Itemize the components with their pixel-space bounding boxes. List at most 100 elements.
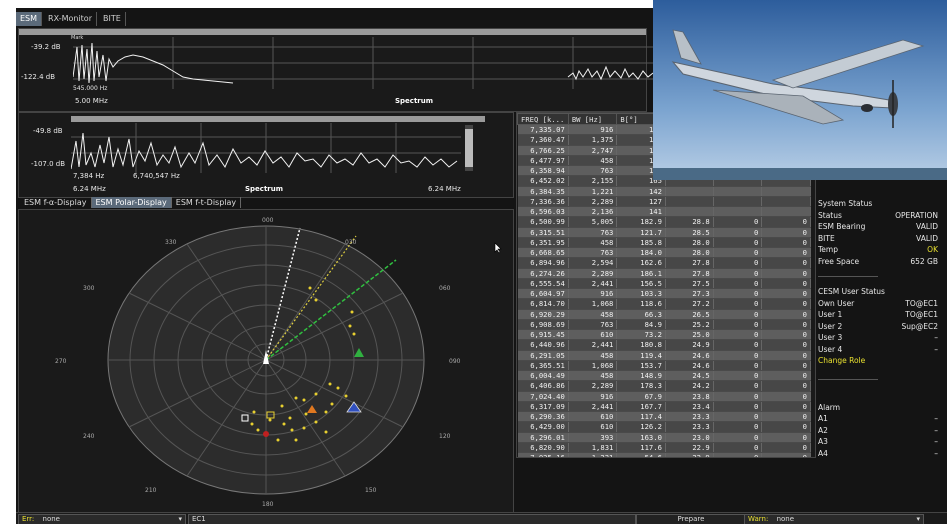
svg-text:090: 090 bbox=[449, 358, 461, 365]
tab-bite[interactable]: BITE bbox=[99, 12, 126, 26]
table-row[interactable]: 6,920.29 458 66.3 26.5 0 0 bbox=[517, 309, 811, 320]
table-row[interactable]: 6,915.45 610 73.2 25.0 0 0 bbox=[517, 329, 811, 341]
table-cell: 458 bbox=[568, 309, 618, 320]
table-cell: 0 bbox=[761, 360, 811, 372]
display-tabs: ESM f-α-Display ESM Polar-Display ESM f-… bbox=[20, 197, 242, 208]
col-header-bw[interactable]: BW [Hz] bbox=[567, 113, 618, 125]
prepare-button[interactable]: Prepare bbox=[636, 514, 746, 524]
user-status-label: User 4 bbox=[818, 344, 843, 354]
table-row[interactable]: 6,429.00 610 126.2 23.3 0 0 bbox=[517, 421, 811, 433]
warning-combo[interactable]: Warn: none ▾ bbox=[744, 514, 924, 524]
table-cell: 163.0 bbox=[616, 432, 666, 443]
spectrum-1-toolbar[interactable] bbox=[19, 29, 646, 35]
alarm-label: A1 bbox=[818, 414, 828, 423]
spectrum-2-toolbar[interactable] bbox=[71, 116, 485, 122]
uav-aircraft bbox=[671, 29, 925, 128]
table-row[interactable]: 6,290.36 610 117.4 23.3 0 0 bbox=[517, 411, 811, 423]
table-row[interactable]: 7,024.40 916 67.9 23.8 0 0 bbox=[517, 391, 811, 402]
table-row[interactable]: 6,814.70 1,068 118.6 27.2 0 0 bbox=[517, 298, 811, 310]
spectrum-2-plot[interactable] bbox=[71, 123, 461, 173]
table-cell: 0 bbox=[713, 257, 763, 269]
svg-text:030: 030 bbox=[345, 239, 357, 246]
table-row[interactable]: 6,315.51 763 121.7 28.5 0 0 bbox=[517, 227, 811, 238]
table-row[interactable]: 6,291.05 458 119.4 24.6 0 0 bbox=[517, 350, 811, 361]
table-cell: 0 bbox=[761, 350, 811, 361]
table-row[interactable]: 6,500.99 5,005 182.9 28.8 0 0 bbox=[517, 216, 811, 228]
table-cell: 5,005 bbox=[568, 216, 618, 228]
table-cell: 142 bbox=[616, 186, 666, 197]
tab-esm-f-t-display[interactable]: ESM f-t-Display bbox=[172, 197, 242, 208]
table-row[interactable]: 6,351.95 458 185.8 28.0 0 0 bbox=[517, 237, 811, 249]
polar-plot[interactable]: 000 030 060 090 120 150 180 210 240 270 300 330 bbox=[19, 210, 513, 512]
change-role-link[interactable]: Change Role bbox=[818, 356, 866, 365]
tab-esm-f-alpha-display[interactable]: ESM f-α-Display bbox=[20, 197, 92, 208]
spectrum-1-marker-tag: Mark bbox=[71, 35, 84, 41]
table-row[interactable]: 6,274.26 2,289 186.1 27.8 0 0 bbox=[517, 268, 811, 279]
table-cell: 2,441 bbox=[568, 339, 618, 351]
table-cell: 2,289 bbox=[568, 380, 618, 392]
table-cell: 162.6 bbox=[616, 257, 666, 269]
table-cell bbox=[713, 186, 763, 197]
table-row[interactable]: 6,365.51 1,068 153.7 24.6 0 0 bbox=[517, 360, 811, 372]
table-cell: 0 bbox=[761, 298, 811, 310]
tab-rx-monitor[interactable]: RX-Monitor bbox=[44, 12, 97, 26]
table-cell: 7,335.07 bbox=[517, 124, 569, 136]
table-row[interactable]: 6,820.90 1,831 117.6 22.9 0 0 bbox=[517, 442, 811, 454]
table-cell: 6,915.45 bbox=[517, 329, 569, 341]
table-cell bbox=[665, 196, 714, 208]
table-cell: 0 bbox=[761, 216, 811, 228]
table-cell: 0 bbox=[713, 309, 763, 320]
table-cell: 84.9 bbox=[616, 319, 666, 331]
table-row[interactable]: 6,604.97 916 103.3 27.3 0 0 bbox=[517, 288, 811, 300]
emitter-table[interactable]: FREQ [k... BW [Hz] B[°] 7,335.079161167,… bbox=[517, 113, 811, 457]
table-cell: 182.9 bbox=[616, 216, 666, 228]
table-cell: 165 bbox=[616, 175, 666, 187]
user-status-row: User 1 TO@EC1 bbox=[818, 309, 938, 321]
system-status-label: ESM Bearing bbox=[818, 222, 866, 231]
svg-text:000: 000 bbox=[262, 217, 274, 224]
spectrum-2-left-marker: 7,384 Hz bbox=[73, 172, 105, 180]
table-row[interactable]: 6,908.69 763 84.9 25.2 0 0 bbox=[517, 319, 811, 331]
table-cell: 27.8 bbox=[665, 257, 714, 269]
table-cell: 0 bbox=[713, 350, 763, 361]
spectrum-1-plot[interactable] bbox=[73, 37, 663, 89]
spectrum-1-freq-start: 5.00 MHz bbox=[75, 97, 108, 105]
spectrum-1-title: Spectrum bbox=[395, 97, 434, 105]
table-cell: 6,766.25 bbox=[517, 145, 569, 156]
table-row[interactable]: 6,555.54 2,441 156.5 27.5 0 0 bbox=[517, 278, 811, 290]
table-row[interactable]: 6,406.86 2,289 178.3 24.2 0 0 bbox=[517, 380, 811, 392]
table-row[interactable]: 6,384.35 1,221 142 bbox=[517, 186, 811, 197]
table-cell: 0 bbox=[713, 442, 763, 454]
table-cell: 610 bbox=[568, 411, 618, 423]
mouse-cursor-icon bbox=[494, 242, 502, 254]
table-row[interactable]: 6,452.02 2,155 165 bbox=[517, 175, 811, 187]
table-cell: 0 bbox=[713, 391, 763, 402]
spectrum-2-scrollbar[interactable] bbox=[465, 125, 473, 171]
table-cell: 0 bbox=[713, 247, 763, 259]
col-header-freq[interactable]: FREQ [k... bbox=[517, 113, 569, 125]
table-row[interactable]: 6,596.03 2,136 141 bbox=[517, 206, 811, 218]
table-cell: 6,365.51 bbox=[517, 360, 569, 372]
table-row[interactable]: 7,336.36 2,289 127 bbox=[517, 196, 811, 208]
status-divider-1 bbox=[818, 276, 878, 277]
table-row[interactable]: 6,668.65 763 184.0 28.0 0 0 bbox=[517, 247, 811, 259]
table-cell: 22.9 bbox=[665, 442, 714, 454]
table-cell: 610 bbox=[568, 329, 618, 341]
spectrum-2-freq-start: 6.24 MHz bbox=[73, 185, 106, 193]
tab-esm-polar-display[interactable]: ESM Polar-Display bbox=[91, 197, 172, 208]
table-cell: 6,908.69 bbox=[517, 319, 569, 331]
table-row[interactable]: 6,296.01 393 163.0 23.0 0 0 bbox=[517, 432, 811, 443]
table-cell bbox=[761, 175, 811, 187]
table-row[interactable]: 6,894.96 2,594 162.6 27.8 0 0 bbox=[517, 257, 811, 269]
table-row[interactable]: 6,004.49 458 148.9 24.5 0 0 bbox=[517, 370, 811, 382]
tab-esm[interactable]: ESM bbox=[16, 12, 43, 26]
station-field[interactable]: EC1 bbox=[188, 514, 636, 524]
table-row[interactable]: 7,025.16 1,221 54.6 22.9 0 0 bbox=[517, 452, 811, 457]
table-cell: 25.0 bbox=[665, 329, 714, 341]
uav-image bbox=[653, 0, 947, 180]
table-cell: 6,440.96 bbox=[517, 339, 569, 351]
table-row[interactable]: 6,440.96 2,441 180.8 24.9 0 0 bbox=[517, 339, 811, 351]
contact-triangle-orange bbox=[307, 405, 317, 413]
table-row[interactable]: 6,317.09 2,441 167.7 23.4 0 0 bbox=[517, 401, 811, 413]
error-combo[interactable]: Err: none ▾ bbox=[18, 514, 186, 524]
